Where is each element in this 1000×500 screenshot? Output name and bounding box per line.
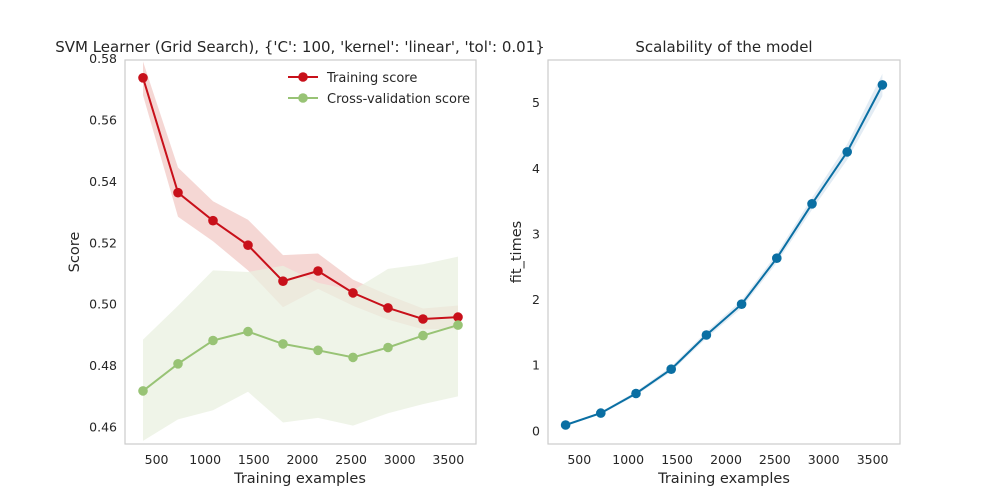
scalability-x-ticks: 500 1000 1500 2000 2500 3000 3500: [567, 452, 888, 467]
learning-curve-x-tick-label: 1000: [189, 452, 221, 467]
scalability-line-fit-times: [565, 84, 884, 426]
learning-curve-point-cross-validation-score: [313, 345, 323, 356]
scalability-x-tick-label: 2000: [710, 452, 742, 467]
learning-curve-point-cross-validation-score: [418, 330, 428, 341]
learning-curve-panel: 500 1000 1500 2000 2500 3000 3500 0.46 0.48 0.50…: [55, 38, 545, 487]
learning-curve-plot-frame: [124, 59, 477, 445]
learning-curve-x-ticks: 500 1000 1500 2000 2500 3000 3500: [145, 452, 465, 467]
learning-curve-points: [138, 73, 463, 396]
scalability-point-fit-times: [631, 388, 641, 399]
scalability-y-tick-label: 3: [532, 226, 540, 241]
scalability-panel: 500 1000 1500 2000 2500 3000 3500 0 1 2 3 4 5 Scala…: [509, 38, 901, 487]
learning-curve-point-training-score: [383, 303, 393, 313]
learning-curve-point-cross-validation-score: [243, 326, 253, 337]
scalability-point-fit-times: [807, 199, 817, 209]
scalability-point-fit-times: [666, 364, 676, 375]
scalability-plot-frame: [547, 59, 901, 445]
learning-curve-point-training-score: [313, 266, 323, 276]
learning-curve-line-training-score: [142, 77, 459, 321]
learning-curve-x-tick-label: 2000: [286, 452, 318, 467]
learning-curve-x-tick-label: 3500: [432, 452, 464, 467]
learning-curve-y-tick-label: 0.50: [89, 297, 117, 312]
learning-curve-band-cross-validation-score: [143, 256, 458, 441]
learning-curve-point-cross-validation-score: [173, 359, 183, 369]
learning-curve-point-cross-validation-score: [383, 342, 393, 353]
learning-curve-y-tick-label: 0.54: [89, 174, 117, 189]
scalability-x-tick-label: 2500: [759, 452, 791, 467]
scalability-point-fit-times: [701, 330, 712, 340]
learning-curve-point-cross-validation-score: [348, 352, 358, 363]
learning-curve-y-ticks: 0.46 0.48 0.50 0.52 0.54 0.56 0.58: [89, 51, 117, 435]
learning-curve-point-cross-validation-score: [453, 320, 463, 330]
learning-curve-y-tick-label: 0.52: [89, 235, 117, 250]
learning-curve-point-cross-validation-score: [278, 339, 288, 349]
scalability-x-tick-label: 500: [567, 452, 591, 467]
learning-curve-lines: [142, 77, 459, 392]
learning-curve-point-training-score: [418, 314, 428, 324]
learning-curve-y-tick-label: 0.56: [89, 112, 117, 127]
learning-curve-y-axis-label: Score: [67, 232, 83, 273]
scalability-title: Scalability of the model: [635, 38, 812, 56]
learning-curve-point-training-score: [138, 73, 148, 83]
scalability-point-fit-times: [772, 253, 782, 263]
legend-label-training-score: Training score: [326, 71, 417, 86]
learning-curve-point-training-score: [278, 276, 288, 287]
scalability-lines: [565, 84, 884, 426]
learning-curve-y-tick-label: 0.58: [89, 51, 117, 66]
learning-curve-point-training-score: [243, 240, 253, 250]
learning-curve-x-tick-label: 3000: [384, 452, 416, 467]
learning-curve-point-training-score: [173, 187, 183, 198]
scalability-y-tick-label: 2: [532, 292, 540, 307]
scalability-x-tick-label: 1000: [612, 452, 644, 467]
learning-curve-x-tick-label: 2500: [335, 452, 367, 467]
learning-curve-point-training-score: [348, 288, 358, 298]
scalability-x-tick-label: 3500: [857, 452, 889, 467]
learning-curve-y-tick-label: 0.46: [89, 420, 117, 435]
scalability-x-tick-label: 1500: [661, 452, 693, 467]
scalability-x-axis-label: Training examples: [657, 471, 790, 487]
learning-curve-x-tick-label: 1500: [238, 452, 270, 467]
learning-curve-y-tick-label: 0.48: [89, 358, 117, 373]
learning-curve-point-cross-validation-score: [138, 386, 148, 396]
learning-curve-title: SVM Learner (Grid Search), {'C': 100, 'k…: [55, 38, 545, 56]
scalability-point-fit-times: [596, 408, 606, 418]
legend-label-cross-validation-score: Cross-validation score: [327, 92, 470, 107]
learning-curve-point-cross-validation-score: [208, 335, 218, 346]
scalability-x-tick-label: 3000: [808, 452, 840, 467]
learning-curve-point-training-score: [208, 215, 218, 226]
learning-curve-line-cross-validation-score: [142, 324, 459, 392]
scalability-y-axis-label: fit_times: [509, 221, 525, 283]
learning-curve-x-axis-label: Training examples: [233, 471, 366, 487]
legend-marker-cross-validation-score: [298, 93, 308, 103]
scalability-y-ticks: 0 1 2 3 4 5: [532, 95, 540, 438]
scalability-y-tick-label: 5: [532, 95, 540, 110]
scalability-points: [560, 80, 888, 430]
learning-curve-point-training-score: [453, 312, 463, 322]
scalability-point-fit-times: [877, 80, 888, 90]
scalability-y-tick-label: 0: [532, 423, 540, 438]
scalability-point-fit-times: [736, 299, 747, 310]
scalability-y-tick-label: 4: [532, 161, 540, 176]
legend-marker-training-score: [298, 72, 308, 82]
scalability-point-fit-times: [560, 420, 571, 430]
scalability-y-tick-label: 1: [532, 358, 540, 373]
learning-curve-x-tick-label: 500: [145, 452, 169, 467]
learning-curve-legend: Training score Cross-validation score: [288, 71, 470, 107]
scalability-point-fit-times: [842, 147, 852, 157]
